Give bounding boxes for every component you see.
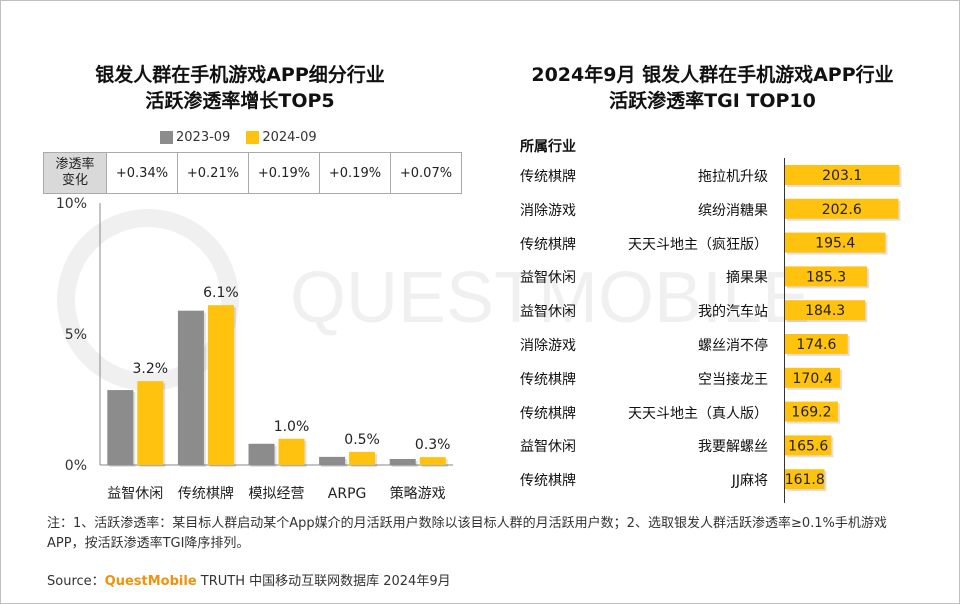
tgi-bar [785,266,868,287]
tgi-bar [785,165,900,185]
left-legend: 2023-09 2024-09 [160,130,317,145]
row-category: 传统棋牌 [520,371,576,388]
growth-cell: +0.21% [177,152,249,194]
tgi-bar [785,367,841,388]
legend-swatch-2024 [246,131,260,144]
bar-2024 [207,305,234,465]
tgi-bar [785,232,886,253]
legend-label-2023: 2023-09 [176,130,231,145]
row-app-name: 我要解螺丝 [698,439,768,456]
right-chart-title: 2024年9月 银发人群在手机游戏APP行业 活跃渗透率TGI TOP10 [505,62,920,114]
tgi-value-label: 184.3 [805,303,845,319]
y-tick-label: 10% [56,196,87,212]
row-category: 益智休闲 [520,439,576,456]
tgi-bar [785,198,899,219]
left-title-line2: 活跃渗透率增长TOP5 [145,90,335,112]
row-app-name: 空当接龙王 [698,371,768,388]
row-app-name: 天天斗地主（疯狂版） [628,236,768,253]
tgi-bar [785,401,838,422]
row-app-name: 摘果果 [726,270,768,287]
growth-header-line1: 渗透率 [55,157,95,172]
tgi-value-label: 161.8 [785,472,825,488]
tgi-bar [785,469,825,490]
row-app-name: 缤纷消糖果 [698,202,768,219]
row-app-name: 天天斗地主（真人版） [628,405,768,422]
bar-2023 [319,456,346,465]
row-category: 传统棋牌 [520,169,576,185]
data-label: 1.0% [274,419,310,435]
category-column-header: 所属行业 [520,139,576,155]
tgi-value-label: 203.1 [822,168,862,184]
row-app-name: JJ麻将 [731,473,768,490]
y-tick-label: 0% [65,458,87,474]
bar-2023 [389,458,416,465]
left-chart-title: 银发人群在手机游戏APP细分行业 活跃渗透率增长TOP5 [40,62,440,114]
tgi-value-label: 202.6 [822,202,862,218]
tgi-bar [785,435,832,456]
footnote: 注：1、活跃渗透率：某目标人群启动某个App媒介的月活跃用户数除以该目标人群的月… [47,516,887,551]
left-title-line1: 银发人群在手机游戏APP细分行业 [95,64,385,86]
growth-cell: +0.34% [106,152,178,194]
x-category-label: 策略游戏 [390,485,446,502]
data-label: 0.3% [415,437,451,453]
right-title-line2: 活跃渗透率TGI TOP10 [609,90,816,112]
data-label: 3.2% [133,361,169,377]
bar-2023 [107,390,134,465]
tgi-axis-line [784,158,785,503]
legend-label-2024: 2024-09 [262,130,317,145]
source-rest: TRUTH 中国移动互联网数据库 2024年9月 [196,574,451,589]
bar-2023 [248,443,275,465]
row-category: 传统棋牌 [520,473,576,490]
bar-2023 [177,310,204,465]
tgi-bar [785,300,866,321]
x-category-label: 模拟经营 [249,486,305,502]
row-category: 益智休闲 [520,270,576,287]
row-category: 益智休闲 [520,304,576,321]
x-category-label: 益智休闲 [107,486,163,502]
source-prefix: Source： [47,574,105,589]
tgi-bar [785,334,848,354]
tgi-value-label: 185.3 [806,269,846,285]
bar-2024 [419,457,446,465]
legend-item-2024: 2024-09 [246,130,317,145]
growth-cell: +0.07% [390,152,462,194]
source-line: Source：QuestMobile TRUTH 中国移动互联网数据库 2024… [47,570,451,589]
row-app-name: 螺丝消不停 [698,338,768,354]
legend-swatch-2023 [160,131,173,144]
x-category-label: ARPG [328,486,367,502]
row-category: 消除游戏 [520,338,576,354]
row-category: 消除游戏 [520,202,576,219]
bar-2024 [137,381,164,465]
growth-header-cell: 渗透率 变化 [43,152,107,194]
row-category: 传统棋牌 [520,236,576,253]
tgi-value-label: 170.4 [793,371,833,387]
source-brand: QuestMobile [104,574,197,589]
row-app-name: 我的汽车站 [698,304,768,321]
row-app-name: 拖拉机升级 [698,169,768,185]
tgi-value-label: 169.2 [791,405,831,421]
bar-2024 [278,438,305,465]
tgi-value-label: 195.4 [815,236,855,252]
tgi-value-label: 165.6 [788,438,828,454]
legend-item-2023: 2023-09 [160,130,230,145]
row-category: 传统棋牌 [520,405,576,422]
data-label: 6.1% [203,285,239,301]
right-title-line1: 2024年9月 银发人群在手机游戏APP行业 [531,64,894,86]
y-tick-label: 5% [65,327,87,343]
growth-header-line2: 变化 [61,173,88,188]
bar-2024 [349,451,376,465]
growth-table: 渗透率 变化 +0.34% +0.21% +0.19% +0.19% +0.07… [43,152,462,194]
tgi-value-label: 174.6 [796,337,836,353]
x-category-label: 传统棋牌 [178,485,234,502]
data-label: 0.5% [344,432,380,448]
